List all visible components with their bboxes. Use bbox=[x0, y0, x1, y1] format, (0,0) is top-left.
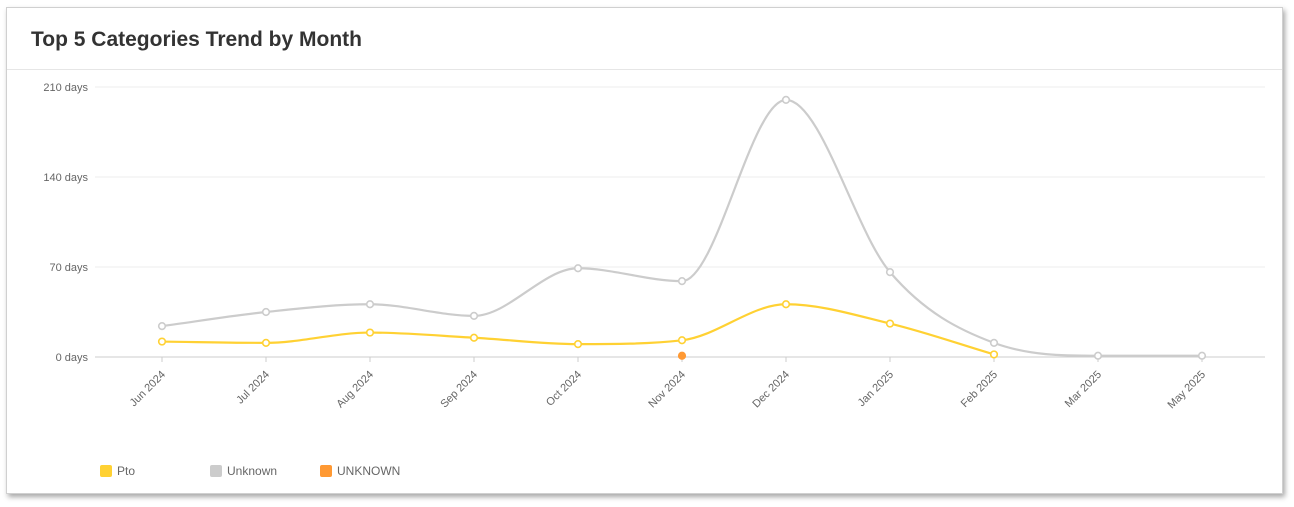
legend-swatch-unknown bbox=[320, 465, 332, 477]
series-lines bbox=[161, 98, 1202, 357]
data-point-pto bbox=[677, 336, 687, 345]
legend-swatch-pto bbox=[100, 465, 112, 477]
legend-label-unknown: UNKNOWN bbox=[337, 464, 400, 478]
data-point-unknown bbox=[885, 268, 895, 277]
data-point-pto bbox=[885, 319, 895, 328]
y-axis-ticks: 0 days 70 days 140 days 210 days bbox=[43, 82, 88, 364]
data-point-pto bbox=[989, 350, 999, 359]
data-point-pto bbox=[365, 328, 375, 337]
x-tick-label: Aug 2024 bbox=[334, 369, 376, 411]
y-tick-label: 70 days bbox=[49, 262, 88, 274]
data-point-pto bbox=[157, 337, 167, 346]
legend: Pto Unknown UNKNOWN bbox=[100, 464, 400, 478]
data-point-unknown bbox=[469, 311, 479, 320]
y-tick-label: 140 days bbox=[43, 172, 88, 184]
data-point-unknown bbox=[573, 264, 583, 273]
x-tick-label: Mar 2025 bbox=[1063, 369, 1104, 410]
x-tick-label: Oct 2024 bbox=[544, 369, 584, 409]
data-point-unknown bbox=[1093, 351, 1103, 360]
legend-label-unknown: Unknown bbox=[227, 464, 277, 478]
x-axis-ticks: Jun 2024 Jul 2024 Aug 2024 Sep 2024 Oct 2024… bbox=[128, 357, 1208, 411]
data-point-unknown bbox=[989, 338, 999, 347]
x-tick-label: Feb 2025 bbox=[959, 369, 1000, 410]
data-point-pto bbox=[781, 300, 791, 309]
legend-label-pto: Pto bbox=[117, 464, 135, 478]
x-tick-label: Dec 2024 bbox=[750, 369, 792, 411]
x-tick-label: Nov 2024 bbox=[646, 369, 688, 411]
data-point-unknown bbox=[677, 277, 687, 286]
y-tick-label: 210 days bbox=[43, 82, 88, 94]
card-header: Top 5 Categories Trend by Month bbox=[7, 8, 1282, 70]
data-point-unknown bbox=[781, 95, 791, 104]
data-point-unknown bbox=[1197, 351, 1207, 360]
x-tick-label: Jun 2024 bbox=[128, 369, 168, 409]
x-tick-label: Jul 2024 bbox=[234, 369, 272, 407]
x-tick-label: Jan 2025 bbox=[856, 369, 896, 409]
series-line-unknown bbox=[161, 98, 1202, 357]
x-tick-label: May 2025 bbox=[1165, 369, 1208, 412]
legend-swatch-unknown bbox=[210, 465, 222, 477]
data-point-unknown bbox=[365, 300, 375, 309]
chart-title: Top 5 Categories Trend by Month bbox=[31, 28, 362, 51]
chart-card: Top 5 Categories Trend by Month bbox=[6, 7, 1283, 494]
data-point-unknown bbox=[261, 307, 271, 317]
grid-lines bbox=[95, 86, 1265, 358]
data-point-unknown bbox=[157, 322, 167, 331]
data-point-unknown bbox=[677, 351, 687, 360]
data-point-pto bbox=[469, 333, 479, 342]
series-points bbox=[157, 95, 1207, 360]
data-point-pto bbox=[261, 338, 271, 347]
y-tick-label: 0 days bbox=[56, 352, 89, 364]
x-tick-label: Sep 2024 bbox=[438, 369, 480, 411]
data-point-pto bbox=[573, 340, 583, 349]
